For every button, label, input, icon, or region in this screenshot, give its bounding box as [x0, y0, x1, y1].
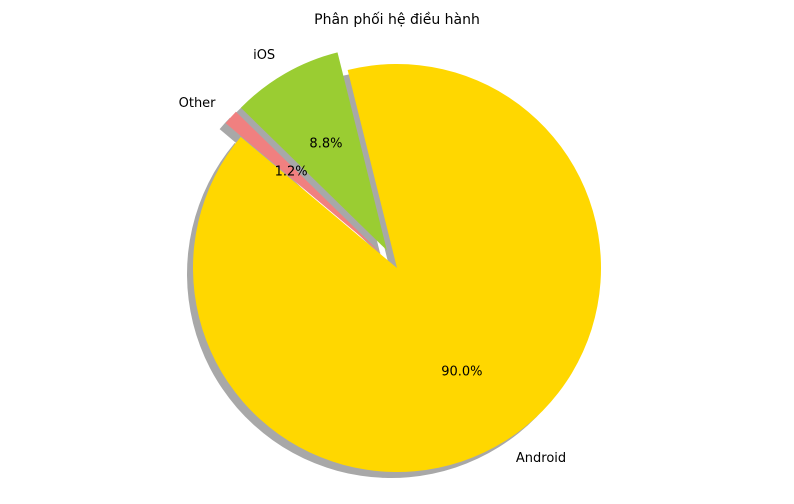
chart-title: Phân phối hệ điều hành: [314, 11, 480, 28]
slice-percent-android: 90.0%: [441, 364, 482, 379]
pie-label-layer: Android 90.0% iOS 8.8% Other 1.2%: [179, 48, 567, 466]
pie-slice-ios: [240, 52, 387, 251]
slice-label-other: Other: [179, 96, 217, 111]
slice-percent-ios: 8.8%: [309, 137, 342, 152]
pie-slice-other: [225, 111, 382, 255]
slice-label-ios: iOS: [253, 48, 275, 63]
pie-slice-android: [193, 64, 602, 473]
pie-slice-layer: [193, 52, 602, 473]
slice-label-android: Android: [516, 451, 566, 466]
slice-percent-other: 1.2%: [275, 165, 308, 180]
